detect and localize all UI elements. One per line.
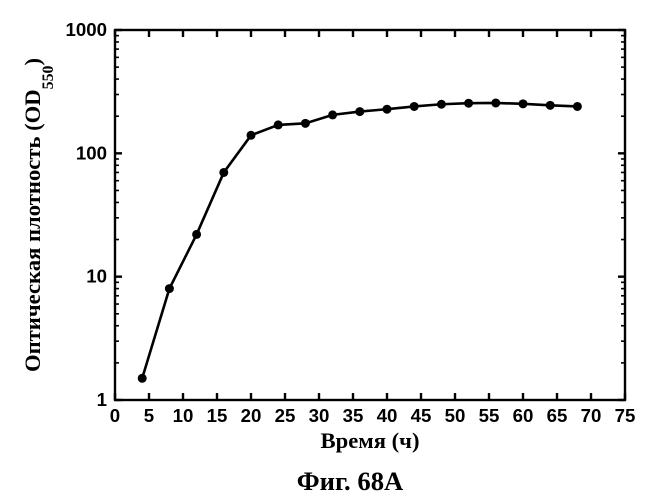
x-axis-label: Время (ч) [321, 428, 420, 453]
data-point [301, 119, 310, 128]
data-point [519, 99, 528, 108]
data-point [464, 99, 473, 108]
x-tick-label: 60 [513, 405, 534, 426]
data-point [491, 98, 500, 107]
data-point [219, 168, 228, 177]
x-tick-label: 70 [581, 405, 602, 426]
x-tick-label: 10 [173, 405, 194, 426]
y-tick-label: 10 [86, 266, 107, 287]
x-tick-label: 40 [377, 405, 398, 426]
data-point [437, 100, 446, 109]
x-axis: 0 5 10 15 20 25 30 35 40 45 50 55 60 65 70 75 [110, 30, 636, 426]
data-point [328, 110, 337, 119]
x-tick-label: 30 [309, 405, 330, 426]
x-tick-label: 45 [411, 405, 432, 426]
x-tick-label: 75 [615, 405, 636, 426]
y-tick-label: 1 [97, 389, 107, 410]
x-tick-label: 5 [144, 405, 154, 426]
x-tick-label: 20 [241, 405, 262, 426]
y-axis-label: Оптическая плотность (OD550) [20, 58, 57, 372]
data-point [165, 284, 174, 293]
data-point [546, 101, 555, 110]
plot-frame [115, 30, 625, 400]
y-tick-label: 100 [76, 142, 107, 163]
growth-curve-chart: 0 5 10 15 20 25 30 35 40 45 50 55 60 65 70 75 1 10 100 100… [0, 0, 666, 500]
data-point [383, 105, 392, 114]
x-tick-label: 35 [343, 405, 364, 426]
data-point [410, 102, 419, 111]
series-line [142, 103, 577, 378]
x-tick-label: 15 [207, 405, 228, 426]
x-tick-label: 50 [445, 405, 466, 426]
x-tick-label: 55 [479, 405, 500, 426]
data-point [274, 120, 283, 129]
data-point [192, 230, 201, 239]
data-point [247, 131, 256, 140]
y-tick-label: 1000 [65, 19, 107, 40]
x-tick-label: 0 [110, 405, 120, 426]
figure-caption: Фиг. 68A [297, 466, 404, 496]
data-point [355, 107, 364, 116]
data-point [138, 374, 147, 383]
data-point [573, 102, 582, 111]
x-tick-label: 25 [275, 405, 296, 426]
x-tick-label: 65 [547, 405, 568, 426]
series-markers [138, 98, 582, 382]
